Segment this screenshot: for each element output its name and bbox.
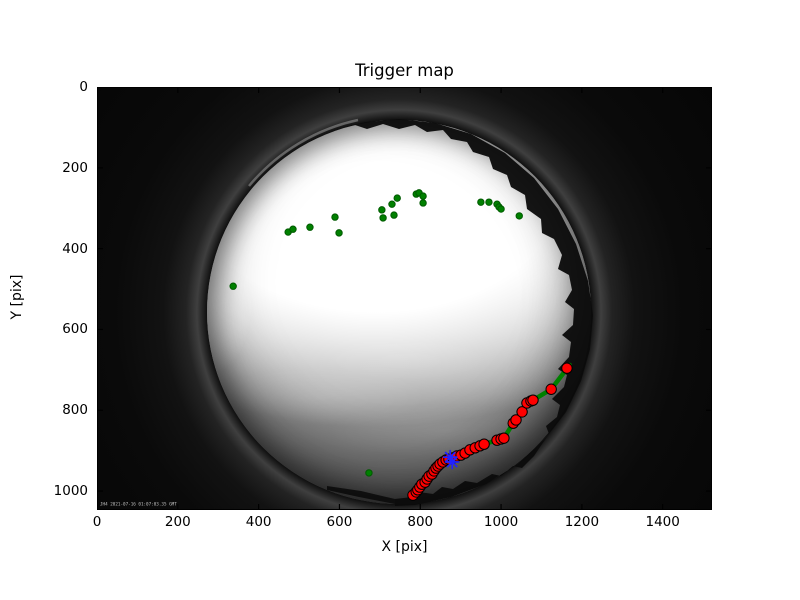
x-tick-label: 1000 <box>483 514 519 530</box>
plot-canvas: JH4 2021-07-16 01:07:03.35 GMT <box>97 87 712 510</box>
camera-timestamp-watermark: JH4 2021-07-16 01:07:03.35 GMT <box>100 501 177 507</box>
x-axis-label: X [pix] <box>381 539 428 555</box>
y-axis-label: Y [pix] <box>9 274 25 320</box>
x-tick-label: 0 <box>92 514 102 530</box>
x-tick-label: 1400 <box>645 514 680 530</box>
x-tick-label: 200 <box>164 514 191 530</box>
plot-overlay <box>97 87 712 510</box>
y-tick-label: 600 <box>62 321 88 338</box>
treeline-bottom-fringe <box>327 486 395 504</box>
y-tick-labels: 0 200 400 600 800 1000 <box>0 79 92 510</box>
series-current-frame-marker-blue <box>442 449 460 470</box>
series-trigger-points-green <box>229 189 523 477</box>
scatter-layer <box>229 189 573 501</box>
y-tick-label: 1000 <box>53 483 88 500</box>
y-tick-label: 800 <box>62 402 88 419</box>
x-tick-label: 1200 <box>564 514 600 530</box>
plot-title: Trigger map <box>355 61 454 80</box>
axis-ticks <box>97 87 712 510</box>
axes-frame <box>97 87 712 510</box>
y-tick-label: 0 <box>79 79 88 95</box>
y-tick-label: 400 <box>62 240 88 257</box>
x-tick-labels: 0 200 400 600 800 1000 1200 1400 <box>93 514 712 532</box>
y-tick-label: 200 <box>62 159 88 176</box>
x-tick-label: 600 <box>326 514 353 530</box>
x-tick-label: 800 <box>407 514 434 530</box>
lens-rim-highlight <box>248 118 359 187</box>
x-tick-label: 400 <box>245 514 272 530</box>
series-trigger-track-red <box>407 362 573 501</box>
